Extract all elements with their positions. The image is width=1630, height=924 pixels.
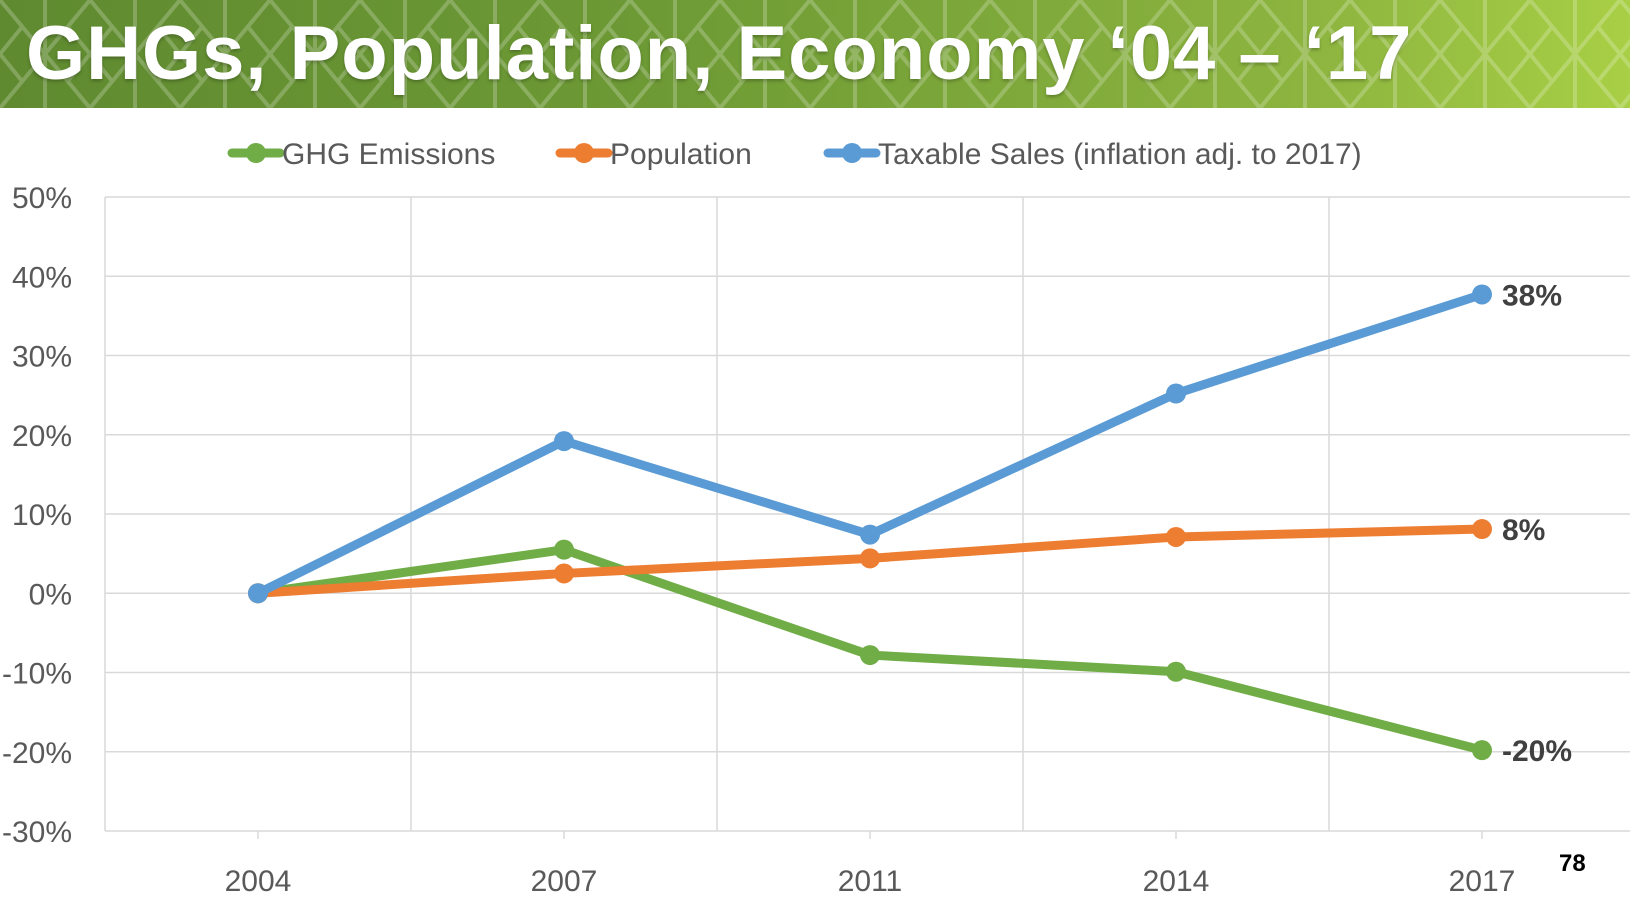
y-tick-label: 40% (12, 261, 72, 294)
x-tick-label: 2017 (1449, 865, 1516, 898)
data-point (860, 524, 880, 545)
data-point (1472, 740, 1492, 761)
y-tick-label: -10% (2, 658, 72, 691)
x-tick-label: 2007 (531, 865, 598, 898)
legend-item: GHG Emissions (227, 138, 495, 171)
y-tick-label: 50% (12, 182, 72, 215)
legend-swatch-marker (842, 143, 862, 163)
slide-number: 78 (1559, 850, 1586, 877)
axis-tick-labels: 50% 40% 30% 20% 10% 0% -10% -20% -30% 2004 2007 201… (2, 182, 1515, 898)
legend: GHG Emissions Population Taxable Sales (in… (227, 138, 1362, 171)
data-point (1472, 519, 1492, 540)
banner-pattern (0, 0, 1630, 108)
data-point (248, 583, 268, 604)
legend-label: Population (610, 138, 752, 171)
line-chart: 50% 40% 30% 20% 10% 0% -10% -20% -30% 2004 2007 201… (2, 138, 1630, 898)
end-value-label: 8% (1502, 514, 1545, 547)
legend-swatch-marker (246, 143, 266, 163)
legend-item: Population (555, 138, 752, 171)
x-tick-label: 2004 (225, 865, 292, 898)
y-tick-label: 30% (12, 341, 72, 374)
data-point (1166, 661, 1186, 682)
y-tick-label: 10% (12, 499, 72, 532)
end-value-label: 38% (1502, 279, 1562, 312)
x-tick-label: 2014 (1143, 865, 1210, 898)
data-point (1472, 284, 1492, 305)
end-value-label: -20% (1502, 735, 1572, 768)
data-point (860, 645, 880, 666)
y-tick-label: 0% (29, 578, 72, 611)
series-taxable-sales-inflation-adj-to-2017: 38% (248, 279, 1562, 604)
series-lines: -20% 8% 38% (248, 279, 1572, 768)
series-ghg-emissions: -20% (248, 539, 1572, 768)
legend-label: Taxable Sales (inflation adj. to 2017) (878, 138, 1362, 171)
data-point (554, 539, 574, 560)
y-tick-label: -30% (2, 816, 72, 849)
grid-lines (104, 196, 1630, 832)
data-point (554, 431, 574, 452)
series-population: 8% (248, 514, 1545, 604)
title-banner: GHGs, Population, Economy ‘04 – ‘17 (0, 0, 1630, 108)
data-point (1166, 383, 1186, 404)
y-tick-label: -20% (2, 737, 72, 770)
slide-title: GHGs, Population, Economy ‘04 – ‘17 (26, 11, 1413, 96)
y-tick-label: 20% (12, 420, 72, 453)
legend-item: Taxable Sales (inflation adj. to 2017) (823, 138, 1362, 171)
data-point (554, 563, 574, 584)
data-point (1166, 526, 1186, 547)
legend-label: GHG Emissions (282, 138, 495, 171)
x-tick-label: 2011 (838, 865, 903, 898)
data-point (860, 548, 880, 569)
legend-swatch-marker (574, 143, 594, 163)
